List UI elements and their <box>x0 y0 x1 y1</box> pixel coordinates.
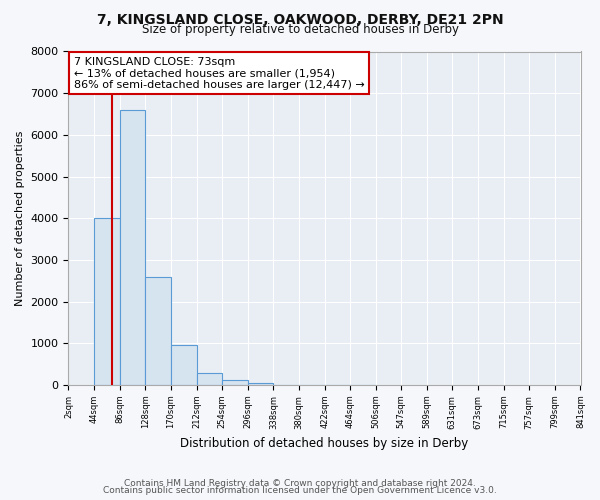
Text: Contains public sector information licensed under the Open Government Licence v3: Contains public sector information licen… <box>103 486 497 495</box>
X-axis label: Distribution of detached houses by size in Derby: Distribution of detached houses by size … <box>181 437 469 450</box>
Text: Contains HM Land Registry data © Crown copyright and database right 2024.: Contains HM Land Registry data © Crown c… <box>124 478 476 488</box>
Text: 7 KINGSLAND CLOSE: 73sqm
← 13% of detached houses are smaller (1,954)
86% of sem: 7 KINGSLAND CLOSE: 73sqm ← 13% of detach… <box>74 56 364 90</box>
Text: 7, KINGSLAND CLOSE, OAKWOOD, DERBY, DE21 2PN: 7, KINGSLAND CLOSE, OAKWOOD, DERBY, DE21… <box>97 12 503 26</box>
Bar <box>222 380 248 385</box>
Bar <box>119 110 145 385</box>
Y-axis label: Number of detached properties: Number of detached properties <box>15 130 25 306</box>
Bar <box>197 373 222 385</box>
Bar <box>145 276 171 385</box>
Bar <box>94 218 119 385</box>
Bar <box>248 384 274 385</box>
Text: Size of property relative to detached houses in Derby: Size of property relative to detached ho… <box>142 22 458 36</box>
Bar <box>171 346 197 385</box>
